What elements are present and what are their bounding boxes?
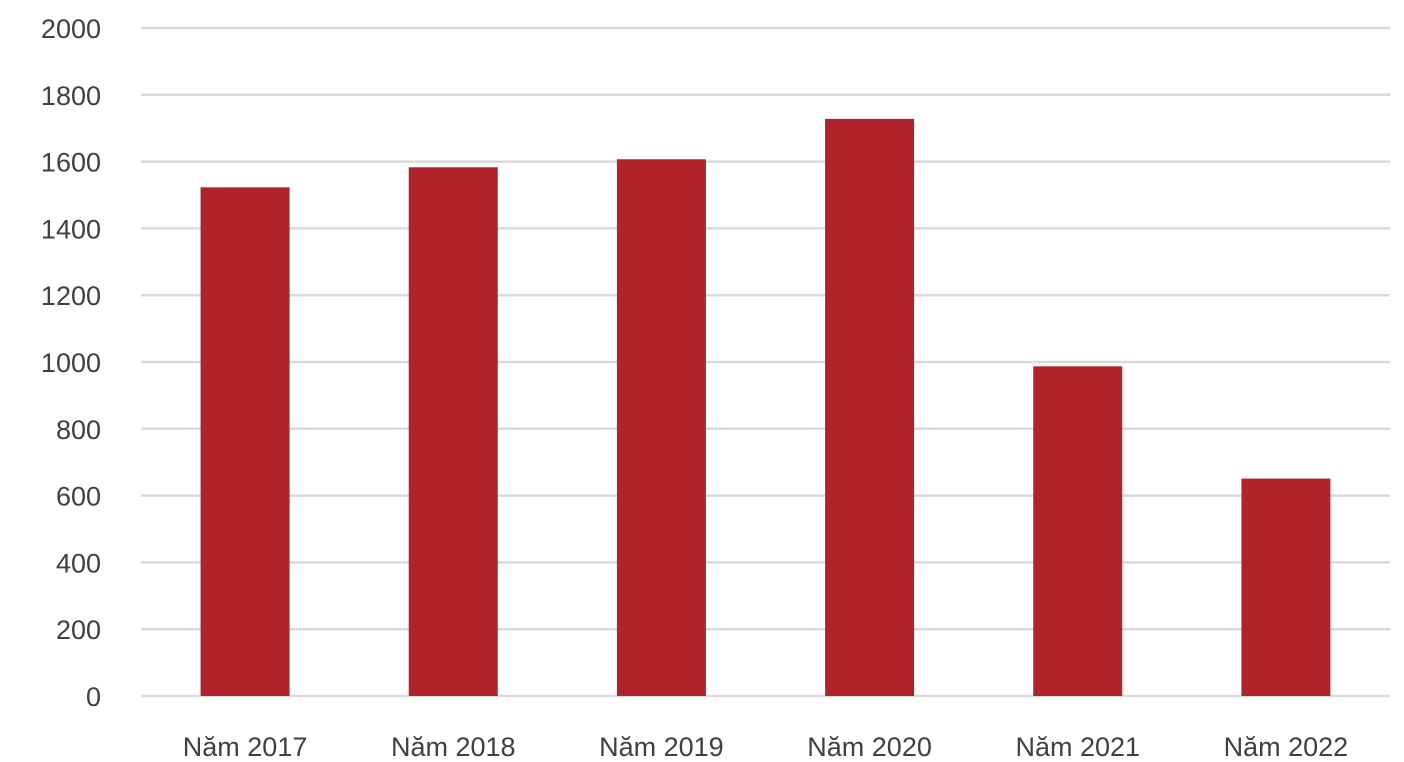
y-tick-label: 0 [86,682,101,712]
y-tick-label: 200 [56,615,101,645]
y-tick-label: 400 [56,548,101,578]
x-tick-label: Năm 2022 [1224,732,1349,762]
x-tick-label: Năm 2019 [599,732,724,762]
gridlines [141,26,1390,698]
x-tick-label: Năm 2020 [807,732,932,762]
y-tick-label: 1600 [41,148,101,178]
y-axis-tick-labels: 0 200 400 600 800 1000 1200 1400 1600 1800 2000 [41,14,101,712]
y-tick-label: 1800 [41,81,101,111]
x-axis-tick-labels: Năm 2017 Năm 2018 Năm 2019 Năm 2020 Năm 2021… [183,732,1348,762]
bar [825,118,915,696]
bar [408,167,498,696]
y-tick-label: 600 [56,482,101,512]
y-tick-label: 800 [56,415,101,445]
x-tick-label: Năm 2021 [1015,732,1140,762]
x-tick-label: Năm 2018 [391,732,516,762]
y-tick-label: 2000 [41,14,101,44]
bar [1241,478,1331,696]
y-tick-label: 1200 [41,281,101,311]
bar [1033,366,1123,696]
y-tick-label: 1400 [41,214,101,244]
y-tick-label: 1000 [41,348,101,378]
bar [200,187,290,696]
x-tick-label: Năm 2017 [183,732,308,762]
bar [616,159,706,697]
bars [200,118,1331,697]
